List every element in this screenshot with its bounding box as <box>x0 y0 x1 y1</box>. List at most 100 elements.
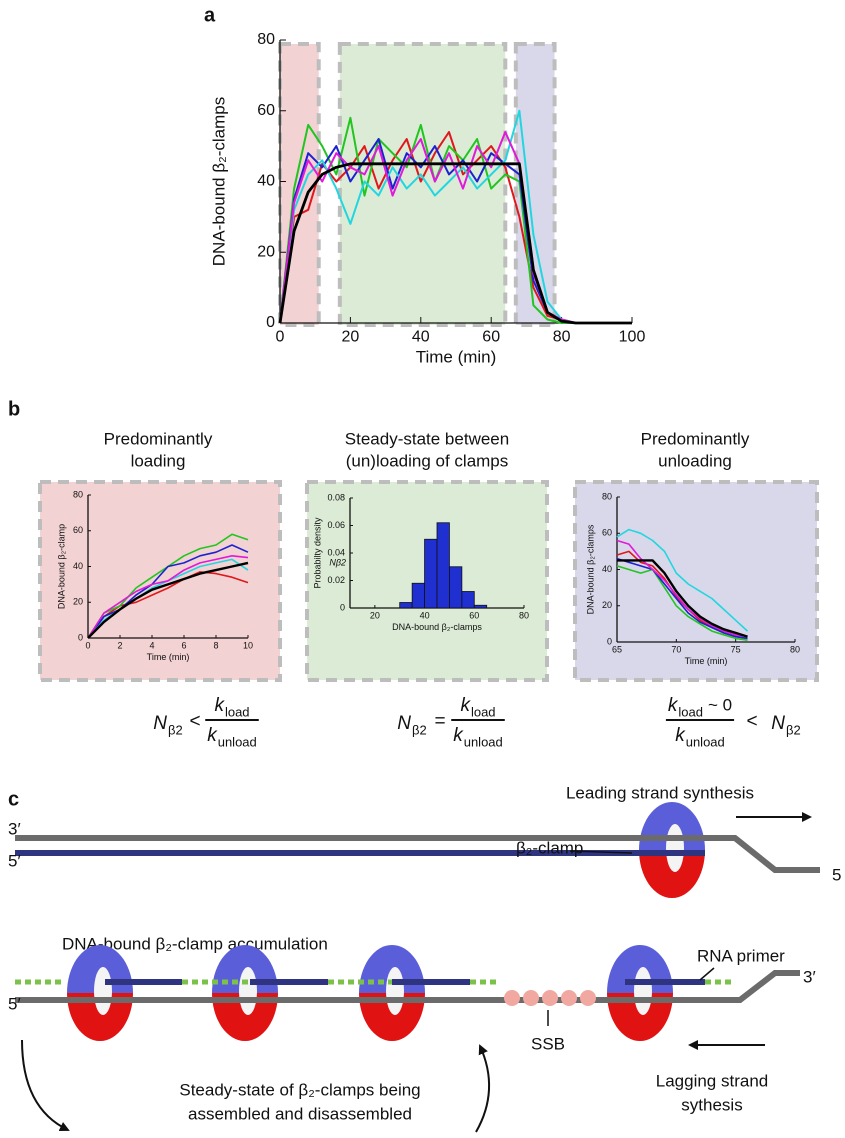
x-axis-label: Time (min) <box>416 348 497 367</box>
x-tick-label: 65 <box>612 644 622 654</box>
panel-box <box>38 480 282 682</box>
line-series <box>616 528 749 632</box>
histogram-bar <box>424 538 438 609</box>
chart-title: unloading <box>658 451 732 470</box>
label: 3′ <box>8 819 21 838</box>
formula-subscript: load <box>225 704 250 719</box>
formula-operator: < <box>746 711 757 732</box>
y-axis-label: DNA-bound β₂-clamps <box>585 524 595 614</box>
diagram: Leading strand synthesis β₂-clamp 3′ 5′ … <box>8 783 841 1133</box>
x-tick-label: 20 <box>342 329 360 346</box>
formula-subscript: unload <box>464 734 503 749</box>
chart-title: Predominantly <box>641 429 750 448</box>
panel-label: a <box>204 4 216 26</box>
formula-subscript: unload <box>686 734 725 749</box>
y-tick-label: 80 <box>257 31 275 48</box>
y-tick-label: 0 <box>78 632 83 642</box>
formula-subscript: β2 <box>168 722 183 737</box>
formula-operator: < <box>189 711 200 732</box>
formula-term: k load ~ 0 <box>668 695 732 719</box>
x-tick-label: 2 <box>117 640 122 650</box>
histogram-bar <box>461 591 475 609</box>
x-tick-label: 80 <box>519 610 529 620</box>
formula-symbol: k <box>207 725 218 746</box>
x-axis-label: Time (min) <box>685 656 728 666</box>
y-tick-label: 20 <box>73 597 83 607</box>
clamp-ring <box>359 945 425 1041</box>
x-tick-label: 60 <box>482 329 500 346</box>
formula-term: k unload <box>207 725 257 749</box>
x-tick-label: 70 <box>671 644 681 654</box>
formula-symbol: k <box>460 695 471 716</box>
x-tick-label: 20 <box>370 610 380 620</box>
line-series <box>616 557 748 640</box>
histogram-bar <box>473 604 488 609</box>
label: 5′ <box>8 851 21 870</box>
y-tick-label: 20 <box>602 600 612 610</box>
y-tick-label: 60 <box>257 102 275 119</box>
formula-term: k load <box>214 695 249 719</box>
label: DNA-bound β₂-clamp accumulation <box>62 934 328 953</box>
ssb <box>504 990 596 1006</box>
y-tick-label: 80 <box>602 491 612 501</box>
y-tick-label: 60 <box>73 525 83 535</box>
histogram-bar <box>436 522 450 609</box>
formula-subscript: load <box>471 704 496 719</box>
x-tick-label: 10 <box>243 640 253 650</box>
y-tick-label: 0.04 <box>327 547 345 557</box>
y-tick-label: 40 <box>73 561 83 571</box>
arrow <box>21 1039 70 1132</box>
line-series <box>87 571 249 639</box>
label: Lagging strand <box>656 1071 768 1090</box>
formula-symbol: N <box>153 713 167 734</box>
y-tick-label: 0 <box>340 602 345 612</box>
x-tick-label: 0 <box>85 640 90 650</box>
line-series <box>87 544 249 639</box>
histogram-bar <box>411 582 425 609</box>
y-axis-label: DNA-bound β₂-clamps <box>209 97 228 266</box>
formula-term: k unload <box>675 725 725 749</box>
x-tick-label: 0 <box>276 329 285 346</box>
label: 3′ <box>803 967 816 986</box>
x-tick-label: 4 <box>149 640 154 650</box>
chart-title: Steady-state between <box>345 429 509 448</box>
x-tick-label: 80 <box>790 644 800 654</box>
label: sythesis <box>681 1095 742 1114</box>
line-series <box>87 561 249 639</box>
label: SSB <box>531 1034 565 1053</box>
leader-line <box>569 850 633 854</box>
x-tick-label: 60 <box>469 610 479 620</box>
y-axis-label: Nβ2 <box>329 557 346 567</box>
panel-label: b <box>8 398 20 420</box>
y-axis-label: DNA-bound β₂-clamp <box>56 524 66 609</box>
y-tick-label: 20 <box>257 243 275 260</box>
y-tick-label: 80 <box>73 489 83 499</box>
clamp-ring <box>212 945 278 1041</box>
label: Steady-state of β₂-clamps being <box>179 1080 420 1099</box>
line-series <box>617 559 748 638</box>
y-tick-label: 0 <box>607 636 612 646</box>
x-tick-label: 8 <box>213 640 218 650</box>
formula-subscript: unload <box>218 734 257 749</box>
formula-symbol: k <box>214 695 225 716</box>
formula-symbol: k <box>675 725 686 746</box>
label: 5 <box>832 865 841 884</box>
y-tick-label: 0.06 <box>327 520 345 530</box>
x-tick-label: 80 <box>553 329 571 346</box>
leader-line <box>699 967 715 981</box>
x-axis-label: DNA-bound β₂-clamps <box>392 622 482 632</box>
formula-term: k unload <box>453 725 503 749</box>
y-tick-label: 40 <box>602 564 612 574</box>
panel-label: c <box>8 788 19 810</box>
chart-title: loading <box>131 451 186 470</box>
x-tick-label: 100 <box>619 329 646 346</box>
clamp-ring <box>67 945 133 1041</box>
y-axis-label: Probabilty density <box>312 517 322 589</box>
y-tick-label: 60 <box>602 528 612 538</box>
y-tick-label: 0.02 <box>327 575 345 585</box>
histogram-bar <box>399 602 413 609</box>
formula-symbol: k <box>453 725 464 746</box>
